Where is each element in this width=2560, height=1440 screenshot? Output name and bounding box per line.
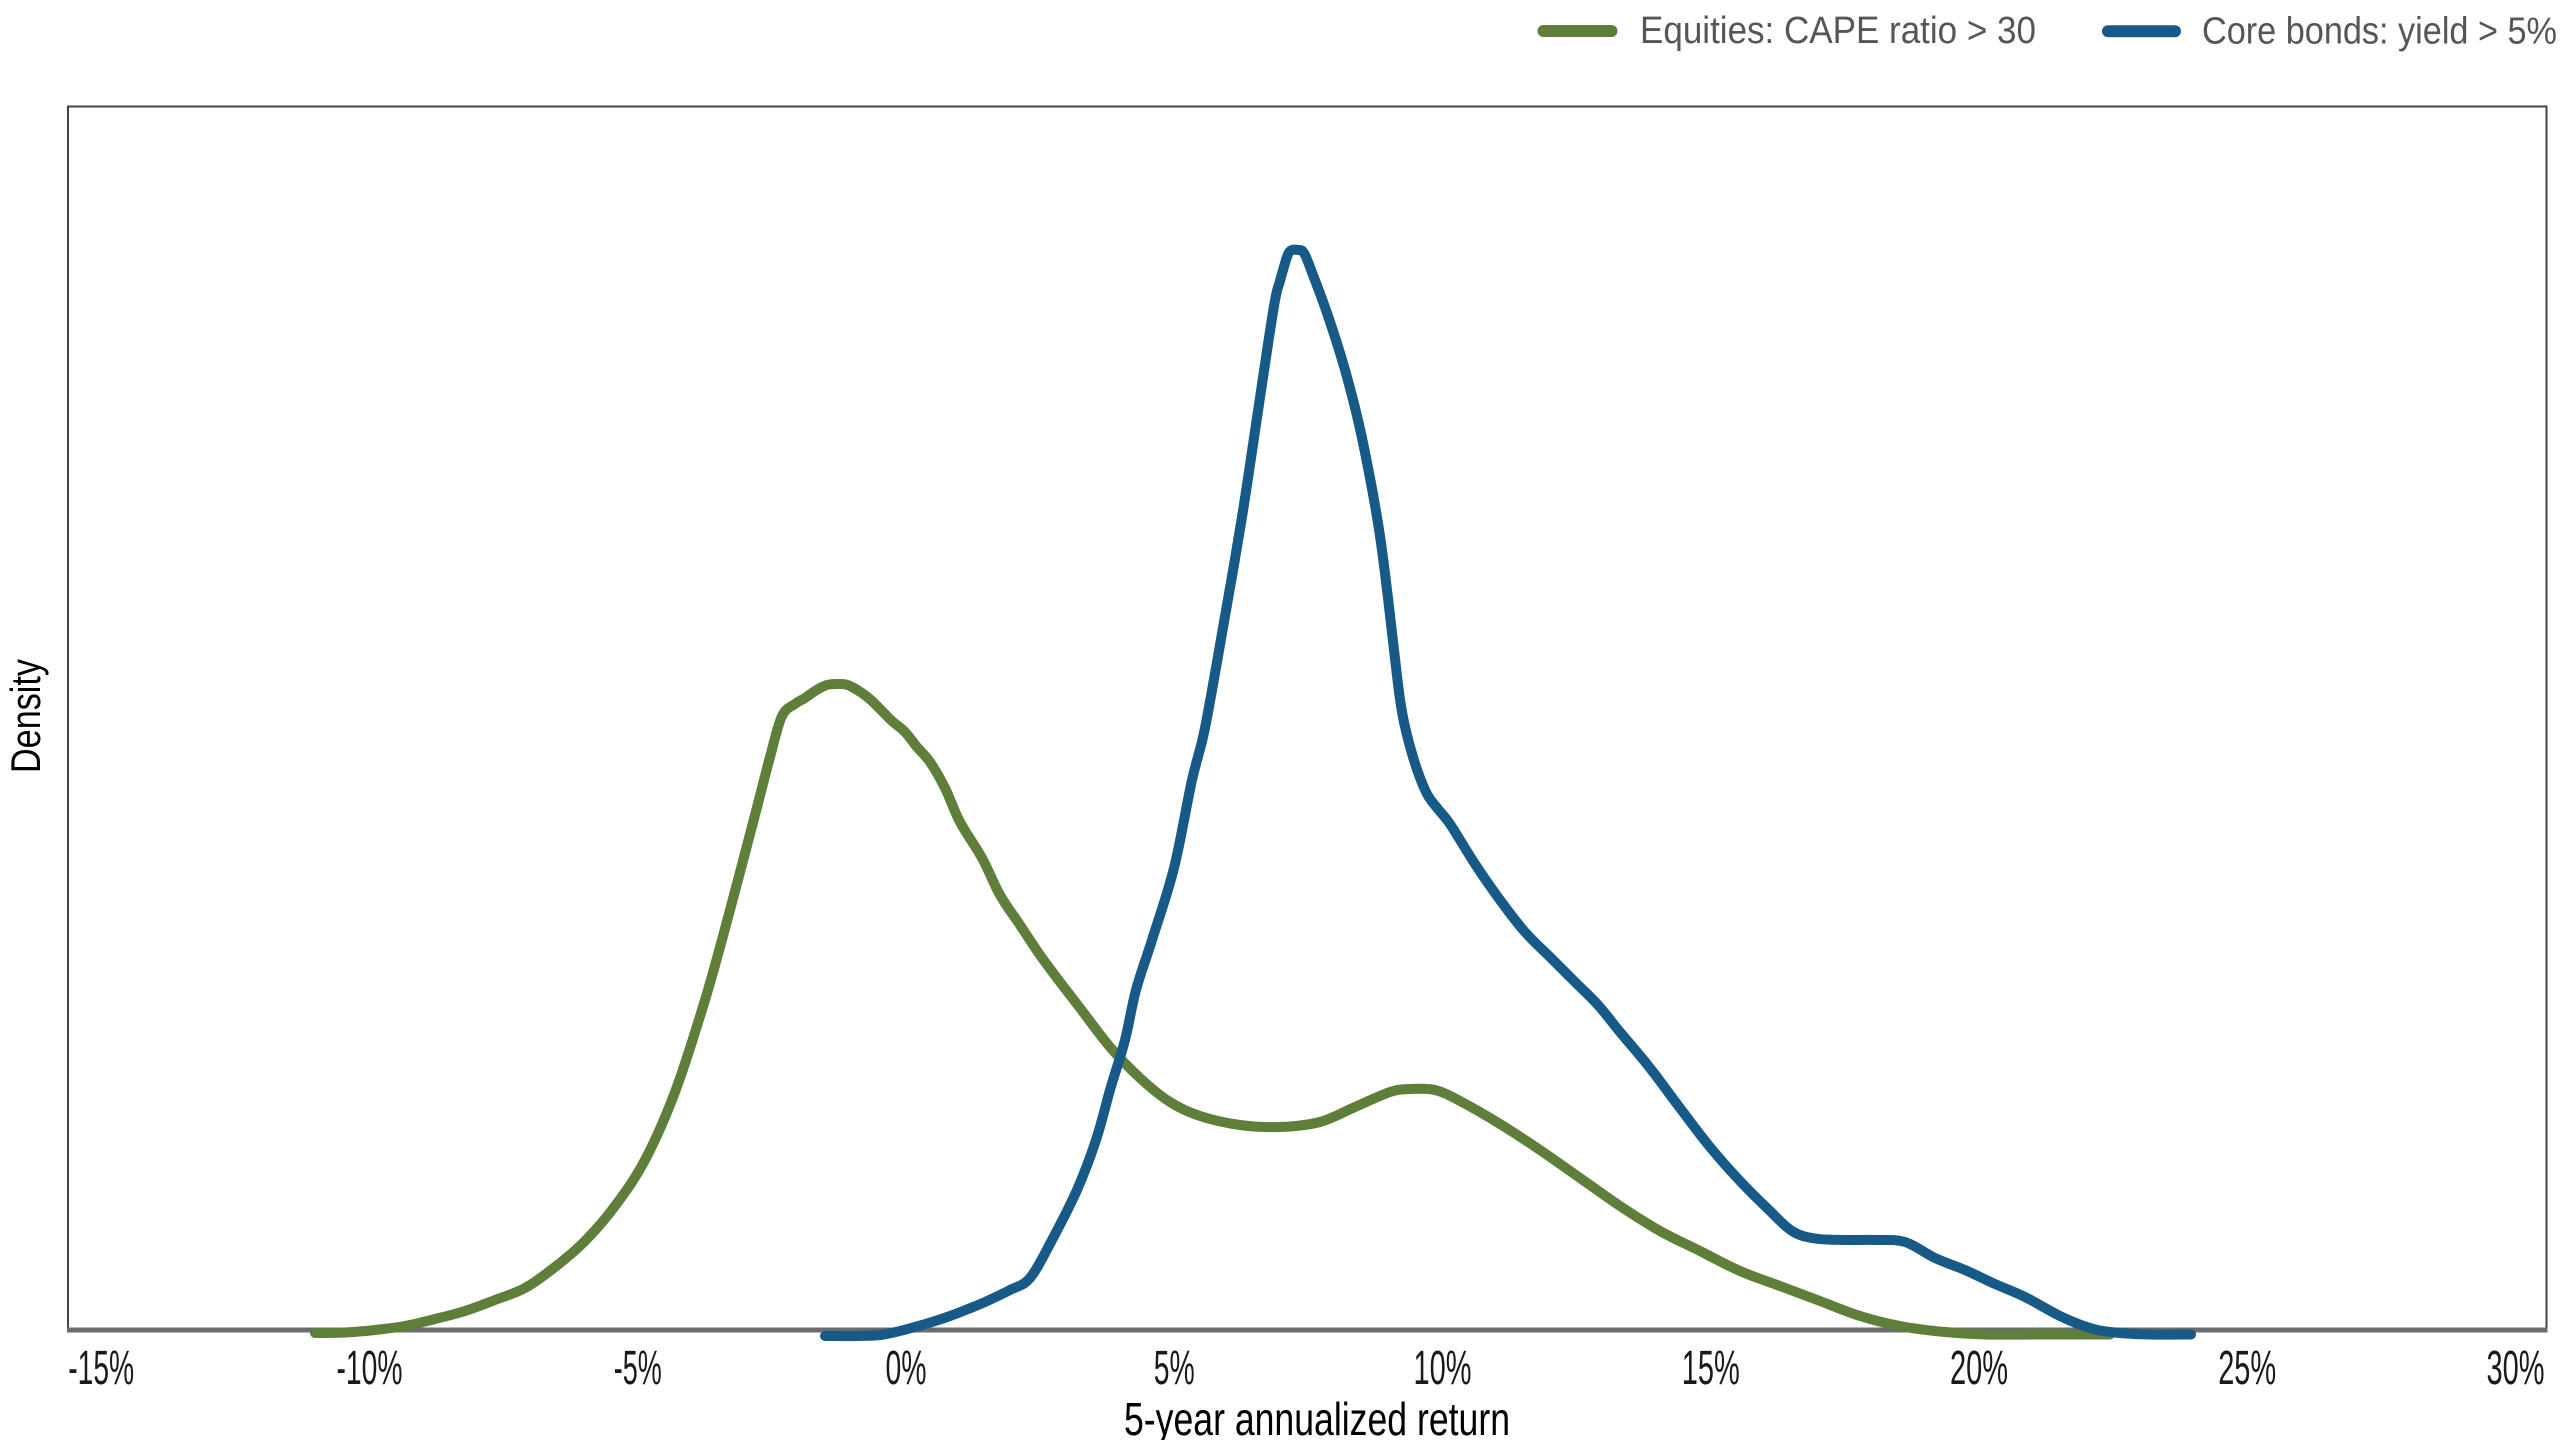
svg-text:0%: 0% <box>886 1341 927 1395</box>
svg-text:10%: 10% <box>1414 1341 1472 1395</box>
svg-text:25%: 25% <box>2218 1341 2276 1395</box>
svg-text:Core bonds: yield > 5%: Core bonds: yield > 5% <box>2202 10 2557 53</box>
svg-text:5%: 5% <box>1154 1341 1195 1395</box>
svg-text:-10%: -10% <box>337 1341 403 1395</box>
svg-text:30%: 30% <box>2487 1341 2545 1395</box>
svg-text:Equities: CAPE ratio > 30: Equities: CAPE ratio > 30 <box>1640 9 2036 52</box>
svg-text:-15%: -15% <box>68 1341 134 1395</box>
svg-text:20%: 20% <box>1950 1341 2008 1395</box>
svg-text:5-year annualized return: 5-year annualized return <box>1124 1393 1510 1440</box>
svg-text:Density: Density <box>2 659 49 773</box>
svg-text:-5%: -5% <box>614 1341 662 1395</box>
svg-text:15%: 15% <box>1682 1341 1740 1395</box>
